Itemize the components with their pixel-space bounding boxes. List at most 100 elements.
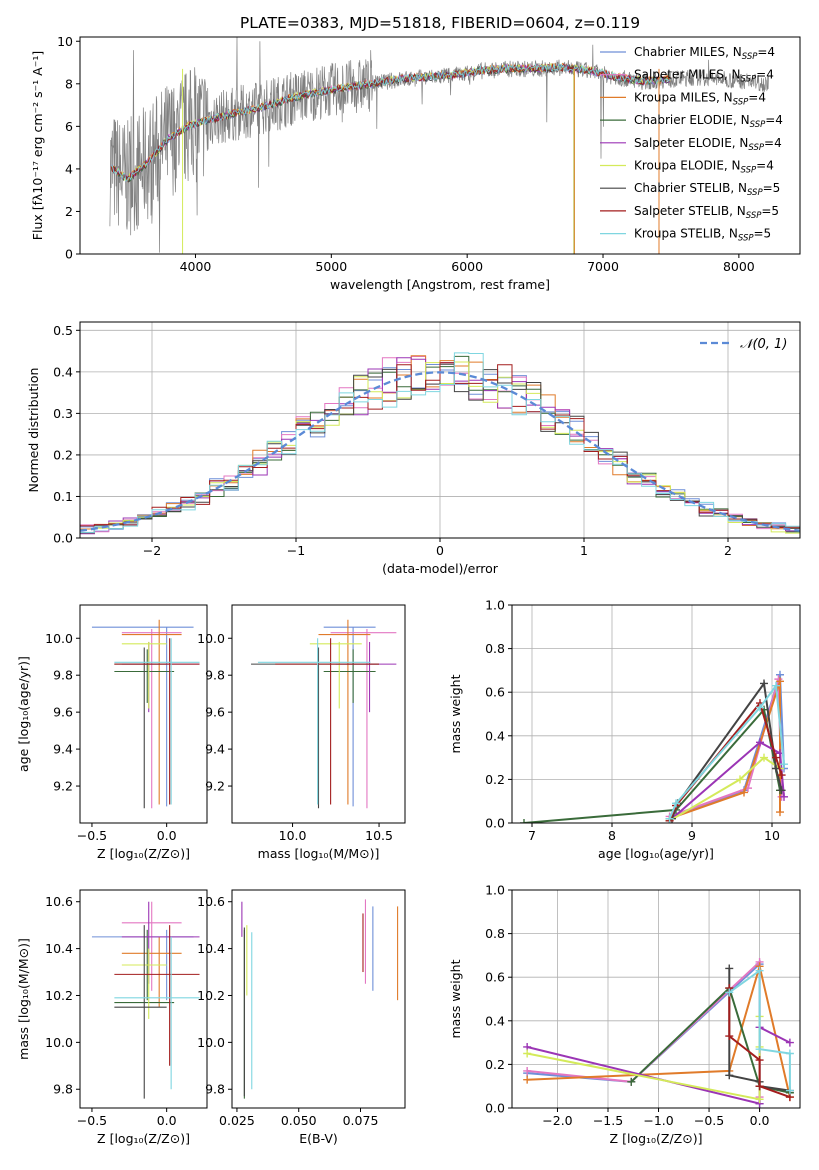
weight-marker xyxy=(755,1045,764,1054)
tick-label-y: 9.8 xyxy=(53,1082,73,1097)
tick-label-x: 7000 xyxy=(587,259,619,274)
axes-frame xyxy=(79,604,208,824)
tick-label-y: 9.8 xyxy=(205,668,225,683)
tick-label-x: 10 xyxy=(764,828,780,843)
axes-spectrum: 4000 5000 6000 7000 8000 0 2 4 6 8 10 wavelength [A… xyxy=(30,34,801,292)
axis-label-y: mass [log₁₀(M/M⊙)] xyxy=(16,938,31,1060)
weight-marker xyxy=(672,799,680,808)
tick-label-y: 8 xyxy=(65,76,73,91)
weight-marker xyxy=(523,1075,532,1084)
axis-label-y: age [log₁₀(age/yr)] xyxy=(16,656,31,772)
plot-area xyxy=(91,901,200,1099)
legend-entry: Salpeter STELIB, NSSP=5 xyxy=(634,204,779,221)
tick-label-x: 0.0 xyxy=(750,1113,770,1128)
tick-label-x: 5000 xyxy=(315,259,347,274)
axes-mass-vs-Z: −0.5 0.0 9.8 10.0 10.2 10.4 10.6 Z [log₁₀(Z/Z⊙)… xyxy=(16,889,208,1146)
axis-label-x: age [log₁₀(age/yr)] xyxy=(598,846,714,861)
tick-label-y: 0.5 xyxy=(53,323,73,338)
tick-label-y: 0.8 xyxy=(485,641,505,656)
plot-area xyxy=(109,37,769,254)
weight-marker xyxy=(776,677,784,686)
tick-label-x: −1 xyxy=(287,543,305,558)
legend-entry: Chabrier ELODIE, NSSP=4 xyxy=(634,113,783,130)
weight-marker xyxy=(785,1049,794,1058)
tick-label-y: 0.6 xyxy=(485,970,505,985)
tick-label-y: 2 xyxy=(65,204,73,219)
tick-label-x: 10.0 xyxy=(279,828,307,843)
tick-label-x: 0.025 xyxy=(219,1113,255,1128)
weight-marker xyxy=(780,760,788,769)
tick-label-x: 0.075 xyxy=(343,1113,379,1128)
weight-marker xyxy=(755,966,764,975)
tick-label-x: 0.050 xyxy=(281,1113,317,1128)
tick-label-x: −2 xyxy=(143,543,161,558)
tick-label-y: 10.0 xyxy=(197,631,225,646)
axes-frame xyxy=(511,889,801,1109)
weight-marker xyxy=(725,988,734,997)
axes-frame xyxy=(79,889,208,1109)
tick-label-y: 9.6 xyxy=(53,705,73,720)
tick-label-y: 6 xyxy=(65,119,73,134)
legend-entry: Kroupa MILES, NSSP=4 xyxy=(634,90,766,107)
tick-label-x: 7 xyxy=(528,828,536,843)
weight-marker xyxy=(725,964,734,973)
tick-label-y: 0 xyxy=(65,247,73,262)
weight-line xyxy=(527,961,761,1104)
weight-marker xyxy=(665,814,674,823)
weight-line xyxy=(527,1016,761,1101)
tick-label-y: 0.8 xyxy=(485,926,505,941)
weight-marker xyxy=(740,788,748,797)
weight-marker xyxy=(725,1071,734,1080)
legend-entry: Salpeter MILES, NSSP=4 xyxy=(634,68,774,85)
tick-label-x: 8 xyxy=(608,828,616,843)
tick-label-y: 0.3 xyxy=(53,406,73,421)
weight-marker xyxy=(785,1086,794,1095)
weight-marker xyxy=(760,753,768,762)
legend-entry: Salpeter ELODIE, NSSP=4 xyxy=(634,136,782,153)
tick-label-x: 0 xyxy=(436,543,444,558)
weight-marker xyxy=(755,1056,764,1065)
tick-label-y: 0.4 xyxy=(53,364,73,379)
tick-label-x: 0.0 xyxy=(157,1113,177,1128)
axis-label-x: Z [log₁₀(Z/Z⊙)] xyxy=(97,1131,190,1146)
tick-label-y: 9.8 xyxy=(205,1082,225,1097)
tick-label-y: 9.6 xyxy=(205,705,225,720)
weight-line xyxy=(527,962,791,1098)
figure-title: PLATE=0383, MJD=51818, FIBERID=0604, z=0… xyxy=(240,14,640,32)
tick-label-x: −1.0 xyxy=(643,1113,673,1128)
plot-area xyxy=(80,352,800,535)
tick-label-x: −2.0 xyxy=(542,1113,572,1128)
tick-label-x: −0.5 xyxy=(77,828,107,843)
weight-marker xyxy=(785,1038,794,1047)
tick-label-y: 9.4 xyxy=(205,742,225,757)
weight-marker xyxy=(780,792,788,801)
tick-label-y: 10.2 xyxy=(197,988,225,1003)
weight-marker xyxy=(725,1032,734,1041)
axis-label-y: mass weight xyxy=(448,959,463,1038)
legend-entry: 𝒩(0, 1) xyxy=(740,337,787,352)
model-spectrum xyxy=(111,63,671,182)
tick-label-y: 4 xyxy=(65,161,73,176)
tick-label-y: 9.4 xyxy=(53,742,73,757)
weight-marker xyxy=(760,679,768,688)
gaussian-curve xyxy=(80,371,800,532)
tick-label-x: −0.5 xyxy=(694,1113,724,1128)
tick-label-x: 2 xyxy=(724,543,732,558)
axes-frame xyxy=(511,604,801,824)
axes-frame xyxy=(79,36,801,255)
axes-weight-vs-age: 7 8 9 10 0.0 0.2 0.4 0.6 0.8 1.0 age [log₁₀(age/yr… xyxy=(448,598,801,861)
axes-frame xyxy=(231,604,406,824)
axis-label-y: Normed distribution xyxy=(26,368,41,493)
weight-marker xyxy=(772,753,780,762)
axes-residuals: −2 −1 0 1 2 0.0 0.1 0.2 0.3 0.4 0.5 (data-model)/er… xyxy=(26,321,801,576)
tick-label-x: 6000 xyxy=(451,259,483,274)
tick-label-y: 9.2 xyxy=(53,779,73,794)
weight-line xyxy=(668,741,785,822)
weight-line xyxy=(669,680,781,820)
axis-label-x: E(B-V) xyxy=(299,1131,338,1146)
residual-histogram xyxy=(80,352,800,535)
tick-label-y: 0.4 xyxy=(485,728,505,743)
tick-label-x: 4000 xyxy=(180,259,212,274)
legend-spectrum: Chabrier MILES, NSSP=4 Salpeter MILES, NS… xyxy=(600,45,783,244)
axes-age-vs-Z: −0.5 0.0 9.2 9.4 9.6 9.8 10.0 Z [log₁₀(Z/Z⊙)] ag… xyxy=(16,604,208,861)
